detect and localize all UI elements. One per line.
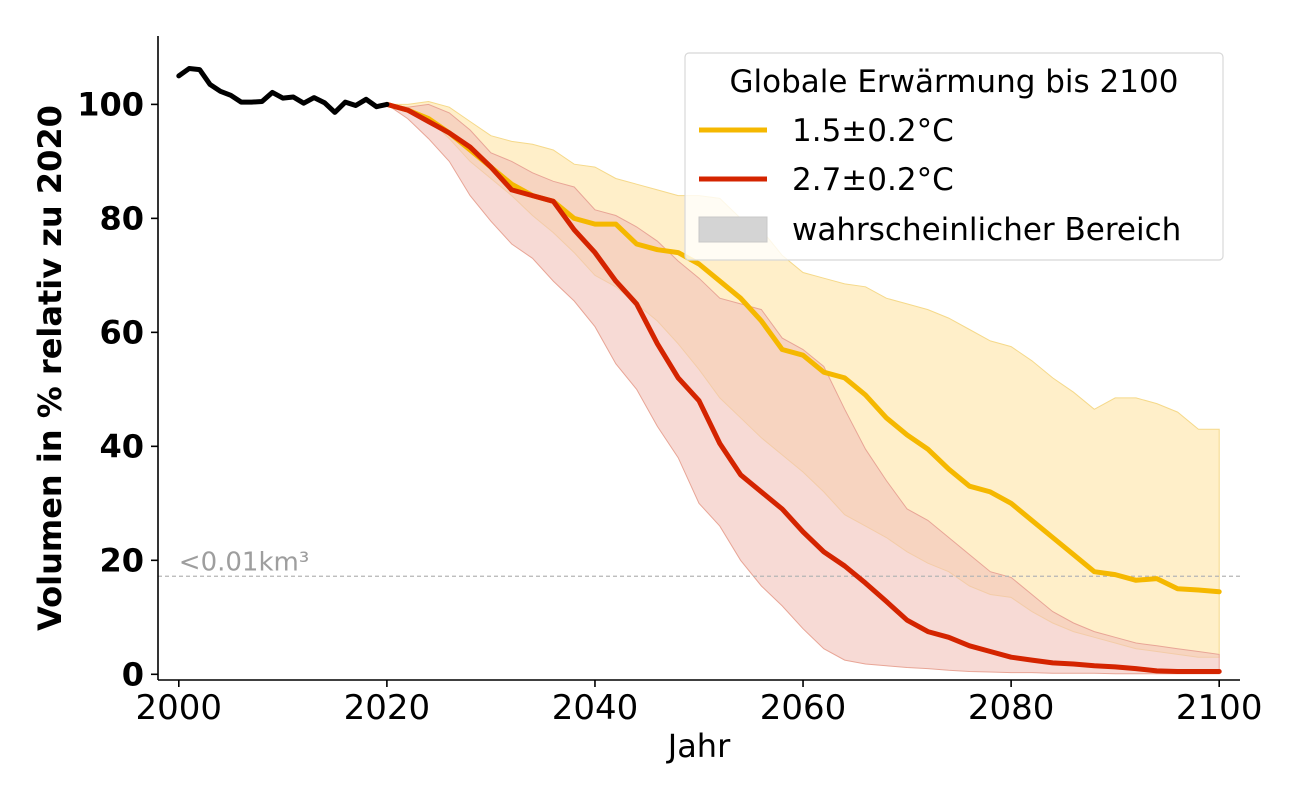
x-tick-label-2000: 2000 <box>136 688 223 728</box>
x-tick-label-2040: 2040 <box>552 688 639 728</box>
x-tick-label-2100: 2100 <box>1176 688 1263 728</box>
legend: Globale Erwärmung bis 2100 1.5±0.2°C 2.7… <box>684 52 1224 261</box>
bands-layer <box>386 100 1220 675</box>
axes-layer <box>157 36 1240 681</box>
x-tick-label-2080: 2080 <box>968 688 1055 728</box>
line-historical <box>176 66 390 115</box>
y-tick-label-80: 80 <box>99 199 144 237</box>
x-axis-title: Jahr <box>666 727 731 765</box>
x-tick-label-2020: 2020 <box>344 688 431 728</box>
legend-title: Globale Erwärmung bis 2100 <box>730 64 1179 100</box>
y-tick-label-0: 0 <box>122 655 144 693</box>
line-2-7 <box>384 101 1222 674</box>
y-tick-label-100: 100 <box>77 85 144 123</box>
y-axis-title: Volumen in % relativ zu 2020 <box>31 105 69 631</box>
lines-layer <box>176 66 1222 674</box>
legend-label-range: wahrscheinlicher Bereich <box>792 212 1181 248</box>
y-tick-label-20: 20 <box>99 541 144 579</box>
threshold-layer: <0.01km³ <box>158 547 1240 577</box>
threshold-label: <0.01km³ <box>179 547 309 577</box>
legend-label-2-7: 2.7±0.2°C <box>792 162 954 198</box>
legend-frame <box>684 52 1224 261</box>
x-tick-label-2060: 2060 <box>760 688 847 728</box>
legend-label-1-5: 1.5±0.2°C <box>792 113 954 149</box>
y-tick-label-60: 60 <box>99 313 144 351</box>
legend-swatch-range <box>698 216 768 243</box>
y-tick-label-40: 40 <box>99 427 144 465</box>
